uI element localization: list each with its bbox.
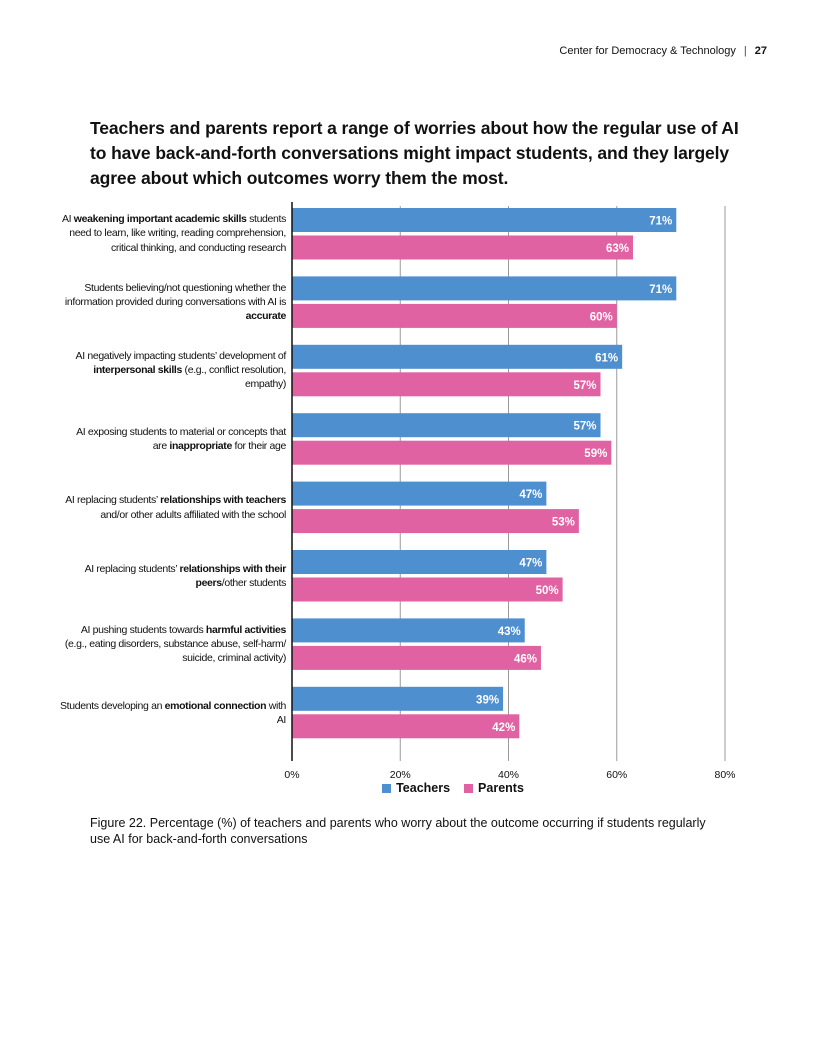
category-label: AI negatively impacting students’ develo… <box>75 350 287 391</box>
header-separator: | <box>743 45 747 57</box>
category-label: Students developing an emotional connect… <box>60 699 286 726</box>
data-label-parents: 63% <box>606 243 629 255</box>
x-tick-label: 80% <box>714 769 735 781</box>
category-label: AI exposing students to material or conc… <box>76 425 286 453</box>
data-label-parents: 57% <box>573 380 596 392</box>
data-label-teachers: 43% <box>498 626 521 638</box>
data-label-parents: 42% <box>492 722 515 734</box>
data-label-parents: 60% <box>590 311 613 323</box>
legend-label-parents: Parents <box>478 781 524 795</box>
data-label-teachers: 71% <box>649 284 672 296</box>
chart-plot: 0% 20% 40% 60% 80% 71% 63% 71% 60% 61% 57% 57% 59% 47… <box>284 202 736 781</box>
bar-parents-6 <box>292 577 563 602</box>
data-label-parents: 59% <box>584 448 607 460</box>
data-label-teachers: 47% <box>519 558 542 570</box>
category-label: AI replacing students’ relationships wit… <box>65 494 286 521</box>
x-tick-label: 40% <box>498 769 519 781</box>
data-label-teachers: 71% <box>649 216 672 228</box>
bar-chart: 0% 20% 40% 60% 80% 71% 63% 71% 60% 61% 57% 57% 59% 47… <box>0 195 816 805</box>
page-number: 27 <box>754 45 767 57</box>
bar-parents-2 <box>292 303 617 328</box>
bar-teachers-1 <box>292 208 677 232</box>
legend-item-teachers: Teachers <box>382 781 450 795</box>
page-header: Center for Democracy & Technology | 27 <box>559 45 767 57</box>
x-tick-label: 20% <box>390 769 411 781</box>
bar-teachers-6 <box>292 550 547 574</box>
bar-teachers-2 <box>292 276 677 301</box>
data-label-teachers: 57% <box>573 421 596 433</box>
bar-teachers-5 <box>292 481 547 506</box>
data-label-parents: 50% <box>536 585 559 597</box>
bar-teachers-4 <box>292 413 601 438</box>
figure-caption: Figure 22. Percentage (%) of teachers an… <box>90 816 706 846</box>
category-label: AI replacing students’ relationships wit… <box>84 562 287 589</box>
data-label-teachers: 47% <box>519 489 542 501</box>
data-label-teachers: 39% <box>476 694 499 706</box>
header-org: Center for Democracy & Technology <box>559 45 736 57</box>
bar-parents-7 <box>292 645 541 670</box>
bar-teachers-3 <box>292 344 623 369</box>
legend-label-teachers: Teachers <box>396 781 451 795</box>
category-label: AI weakening important academic skills s… <box>61 213 286 254</box>
legend-item-parents: Parents <box>464 781 524 795</box>
data-label-parents: 46% <box>514 653 537 665</box>
bar-parents-8 <box>292 714 520 739</box>
x-tick-label: 0% <box>284 769 299 781</box>
bar-parents-4 <box>292 440 612 465</box>
data-label-parents: 53% <box>552 517 575 529</box>
legend-swatch-parents <box>464 783 474 793</box>
bar-parents-3 <box>292 372 601 397</box>
bar-teachers-7 <box>292 618 525 643</box>
bar-parents-1 <box>292 235 633 260</box>
bar-teachers-8 <box>292 686 504 711</box>
chart-title: Teachers and parents report a range of w… <box>90 118 739 188</box>
legend-swatch-teachers <box>382 783 392 793</box>
x-tick-label: 60% <box>606 769 627 781</box>
category-label: AI pushing students towards harmful acti… <box>64 623 286 665</box>
category-label: Students believing/not questioning wheth… <box>64 281 286 323</box>
data-label-teachers: 61% <box>595 352 618 364</box>
bar-parents-5 <box>292 509 579 534</box>
chart-legend: Teachers Parents <box>0 781 816 795</box>
